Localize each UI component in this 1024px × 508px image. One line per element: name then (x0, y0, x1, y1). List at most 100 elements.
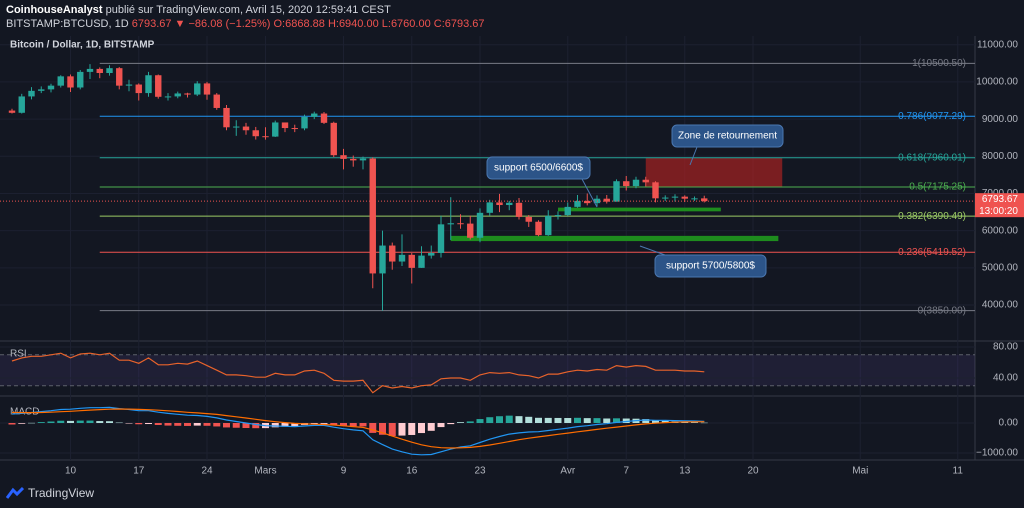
macd-histogram-bar (67, 420, 74, 423)
plot-bg (0, 36, 1024, 460)
candle-body (184, 93, 191, 95)
macd-histogram-bar (96, 421, 104, 423)
macd-histogram-bar (535, 417, 542, 423)
published: publié sur TradingView.com, Avril 15, 20… (105, 4, 391, 16)
macd-histogram-bar (232, 422, 240, 428)
candle-body (398, 254, 406, 262)
candle-body (340, 155, 347, 159)
candle-body (603, 198, 610, 202)
candle-body (233, 126, 240, 128)
candle-body (584, 200, 591, 204)
ohlc: L:6760.00 (381, 18, 431, 30)
candle-body (28, 90, 35, 97)
macd-histogram-bar (505, 415, 513, 423)
fib-label: 0.382(6390.49) (898, 211, 966, 222)
y-tick-label: 11000.00 (977, 39, 1018, 50)
price: 6793.67 (131, 18, 172, 30)
macd-histogram-bar (57, 420, 65, 423)
callout-text: support 6500/6600$ (494, 163, 583, 174)
candle-body (47, 85, 55, 90)
last-price-label: 6793.67 (982, 194, 1019, 205)
candle-body (691, 198, 698, 200)
candle-body (408, 254, 415, 268)
candle-body (38, 89, 45, 91)
macd-histogram-bar (622, 418, 630, 423)
macd-histogram-bar (476, 419, 484, 423)
callout-text: Zone de retournement (678, 131, 777, 142)
y-tick-label: 6000.00 (982, 225, 1019, 236)
x-tick-label: 9 (341, 466, 347, 477)
macd-histogram-bar (281, 422, 289, 427)
macd-histogram-bar (564, 418, 572, 423)
macd-histogram-bar (125, 422, 133, 424)
macd-histogram-bar (28, 422, 35, 424)
x-tick-label: 24 (201, 466, 213, 477)
candle-body (203, 83, 211, 95)
candle-body (486, 202, 493, 213)
symbol: BITSTAMP:BTCUSD, 1D (6, 18, 129, 30)
header: CoinhouseAnalyst publié sur TradingView.… (0, 0, 1024, 34)
x-tick-label: Avr (560, 466, 575, 477)
x-tick-label: 13 (679, 466, 691, 477)
x-tick-label: 16 (406, 466, 418, 477)
candle-body (457, 223, 464, 225)
candle-body (535, 221, 542, 236)
macd-histogram-bar (8, 422, 16, 425)
candle-body (613, 181, 620, 202)
candle-body (359, 158, 367, 161)
candle-body (164, 96, 172, 98)
candle-body (242, 126, 250, 131)
candle-body (155, 75, 162, 97)
macd-histogram-bar (184, 422, 191, 426)
callout-pointer (639, 245, 666, 256)
fib-label: 0.5(7175.25) (909, 182, 966, 193)
macd-histogram-bar (457, 422, 464, 423)
candle-body (252, 130, 259, 137)
fib-label: 1(10500.50) (912, 58, 966, 69)
macd-histogram-bar (115, 422, 123, 424)
macd-histogram-bar (223, 422, 230, 428)
macd-histogram-bar (145, 422, 152, 425)
candle-body (57, 76, 64, 86)
macd-histogram-bar (164, 422, 172, 426)
macd-histogram-bar (154, 422, 162, 426)
candle-body (194, 83, 201, 95)
macd-histogram-bar (369, 422, 377, 433)
x-tick-label: 10 (65, 466, 77, 477)
y-tick-label: 9000.00 (982, 114, 1019, 125)
y-tick-label: 0.00 (999, 418, 1019, 429)
macd-histogram-bar (700, 422, 708, 424)
brand: TradingView (28, 486, 95, 500)
macd-histogram-bar (330, 422, 338, 426)
callout-box (671, 124, 784, 148)
macd-histogram-bar (135, 422, 143, 425)
candle-body (320, 113, 328, 123)
candle-body (223, 107, 230, 128)
author: CoinhouseAnalyst (6, 4, 103, 16)
zone (645, 157, 783, 187)
macd-histogram-bar (447, 422, 455, 425)
macd-histogram-bar (486, 417, 494, 423)
macd-histogram-bar (310, 422, 318, 425)
candle-body (652, 182, 659, 199)
macd-histogram-bar (271, 422, 279, 428)
macd-histogram-bar (203, 422, 211, 426)
macd-histogram-bar (652, 420, 659, 423)
x-tick-label: 20 (747, 466, 759, 477)
candle-body (18, 96, 25, 113)
y-tick-label: 8000.00 (982, 151, 1019, 162)
macd-histogram-bar (574, 417, 581, 423)
candle-body (291, 128, 298, 130)
callout-box (486, 156, 591, 180)
candle-body (86, 68, 94, 72)
macd-histogram-bar (379, 422, 386, 435)
macd-histogram-bar (613, 418, 620, 423)
candle-body (213, 94, 220, 108)
chart-title: Bitcoin / Dollar, 1D, BITSTAMP (10, 40, 155, 51)
candle-body (145, 75, 152, 94)
fib-label: 0.786(9077.29) (898, 111, 966, 122)
macd-histogram-bar (603, 418, 611, 423)
candle-body (301, 116, 308, 129)
candle-body (496, 202, 503, 206)
macd-histogram-bar (252, 422, 260, 429)
